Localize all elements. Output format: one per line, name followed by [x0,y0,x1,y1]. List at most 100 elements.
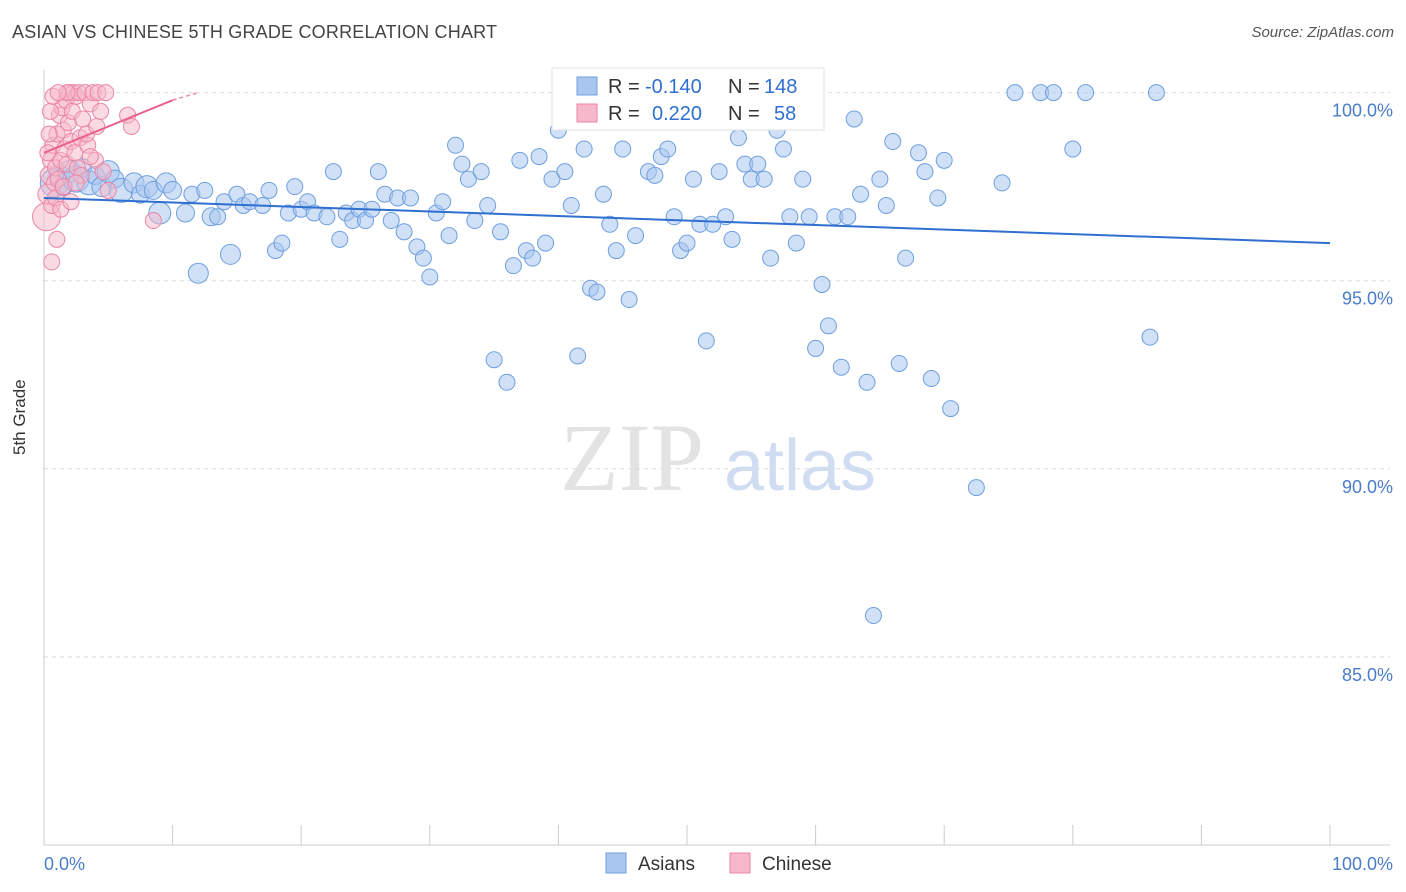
chinese-point [39,144,57,162]
asians-point [774,140,792,158]
asians-point [858,373,876,391]
asians-point [845,110,863,128]
asians-point [421,268,439,286]
chinese-trend-line [43,99,173,154]
asians-point [318,208,336,226]
asians-point [187,262,209,284]
asians-point [819,317,837,335]
legend-chinese-n-label: N = [728,103,760,125]
asians-point [369,163,387,181]
chinese-point [144,212,162,230]
asians-point [588,283,606,301]
asians-point [614,140,632,158]
legend-swatch-chinese [576,103,598,123]
asians-point [678,234,696,252]
chart-title: ASIAN VS CHINESE 5TH GRADE CORRELATION C… [12,22,498,42]
asians-point [273,234,291,252]
chinese-points [32,84,162,271]
top-legend: R = -0.140 N = 148 R = 0.220 N = 58 [551,67,825,131]
chinese-point [41,102,59,120]
chinese-point [94,163,112,181]
asians-point [749,155,767,173]
legend-asians-r-label: R = [608,76,640,98]
asians-point [1077,84,1095,102]
chinese-trend-extension [172,91,199,101]
bottom-legend-chinese: Chinese [762,854,832,875]
asians-point [877,196,895,214]
asians-point [543,170,561,188]
asians-point [472,163,490,181]
asians-point [852,185,870,203]
asians-point [729,129,747,147]
asians-point [498,373,516,391]
asians-point [755,170,773,188]
asians-point [762,249,780,267]
asians-point [331,230,349,248]
y-tick-labels: 85.0% 90.0% 95.0% 100.0% [1332,101,1393,685]
asians-point [723,230,741,248]
y-tick-label: 95.0% [1342,289,1393,309]
chinese-point [67,174,85,192]
asians-point [575,140,593,158]
asians-point [511,151,529,169]
chinese-point [92,102,110,120]
bottom-legend: Asians Chinese [605,852,832,875]
asians-point [697,332,715,350]
x-tick-labels: 0.0% 100.0% [44,854,1393,874]
legend-chinese-r-label: R = [608,103,640,125]
asians-point [175,203,195,223]
asians-point [562,196,580,214]
asians-point [710,163,728,181]
asians-point [260,181,278,199]
chinese-point [122,117,140,135]
asians-point [813,275,831,293]
chinese-point [40,125,58,143]
watermark-zip: ZIP [560,404,704,511]
legend-swatch-asians [576,76,598,96]
asians-point [530,148,548,166]
asians-point [942,400,960,418]
asians-point [1045,84,1063,102]
bottom-legend-swatch-asians [605,852,627,874]
asians-point [864,607,882,625]
asians-point [832,358,850,376]
asians-point [1064,140,1082,158]
asians-point [459,170,477,188]
asians-point [1006,84,1024,102]
legend-chinese-r-value: 0.220 [652,103,702,125]
asians-point [447,136,465,154]
asians-point [163,180,183,200]
bottom-legend-asians: Asians [638,854,695,875]
grid-lines [44,92,1390,658]
x-tick-label: 100.0% [1332,854,1393,874]
asians-point [935,151,953,169]
asians-point [196,181,214,199]
asians-point [569,347,587,365]
asians-point [382,212,400,230]
asians-point [402,189,420,207]
asians-point [922,370,940,388]
y-tick-label: 90.0% [1342,477,1393,497]
chinese-point [48,230,66,248]
watermark-atlas: atlas [724,426,876,506]
asians-point [794,170,812,188]
asians-point [659,140,677,158]
chinese-point [49,84,67,102]
asians-trend-line [43,196,1331,245]
asians-point [807,339,825,357]
asians-point [1147,84,1165,102]
asians-point [839,208,857,226]
asians-point [1141,328,1159,346]
chinese-point [74,110,92,128]
asians-point [897,249,915,267]
asians-point [453,155,471,173]
asians-point [556,163,574,181]
asians-points [39,84,1165,625]
axes [43,70,1390,846]
asians-point [646,166,664,184]
asians-point [993,174,1011,192]
asians-point [627,227,645,245]
asians-point [684,170,702,188]
asians-point [665,208,683,226]
